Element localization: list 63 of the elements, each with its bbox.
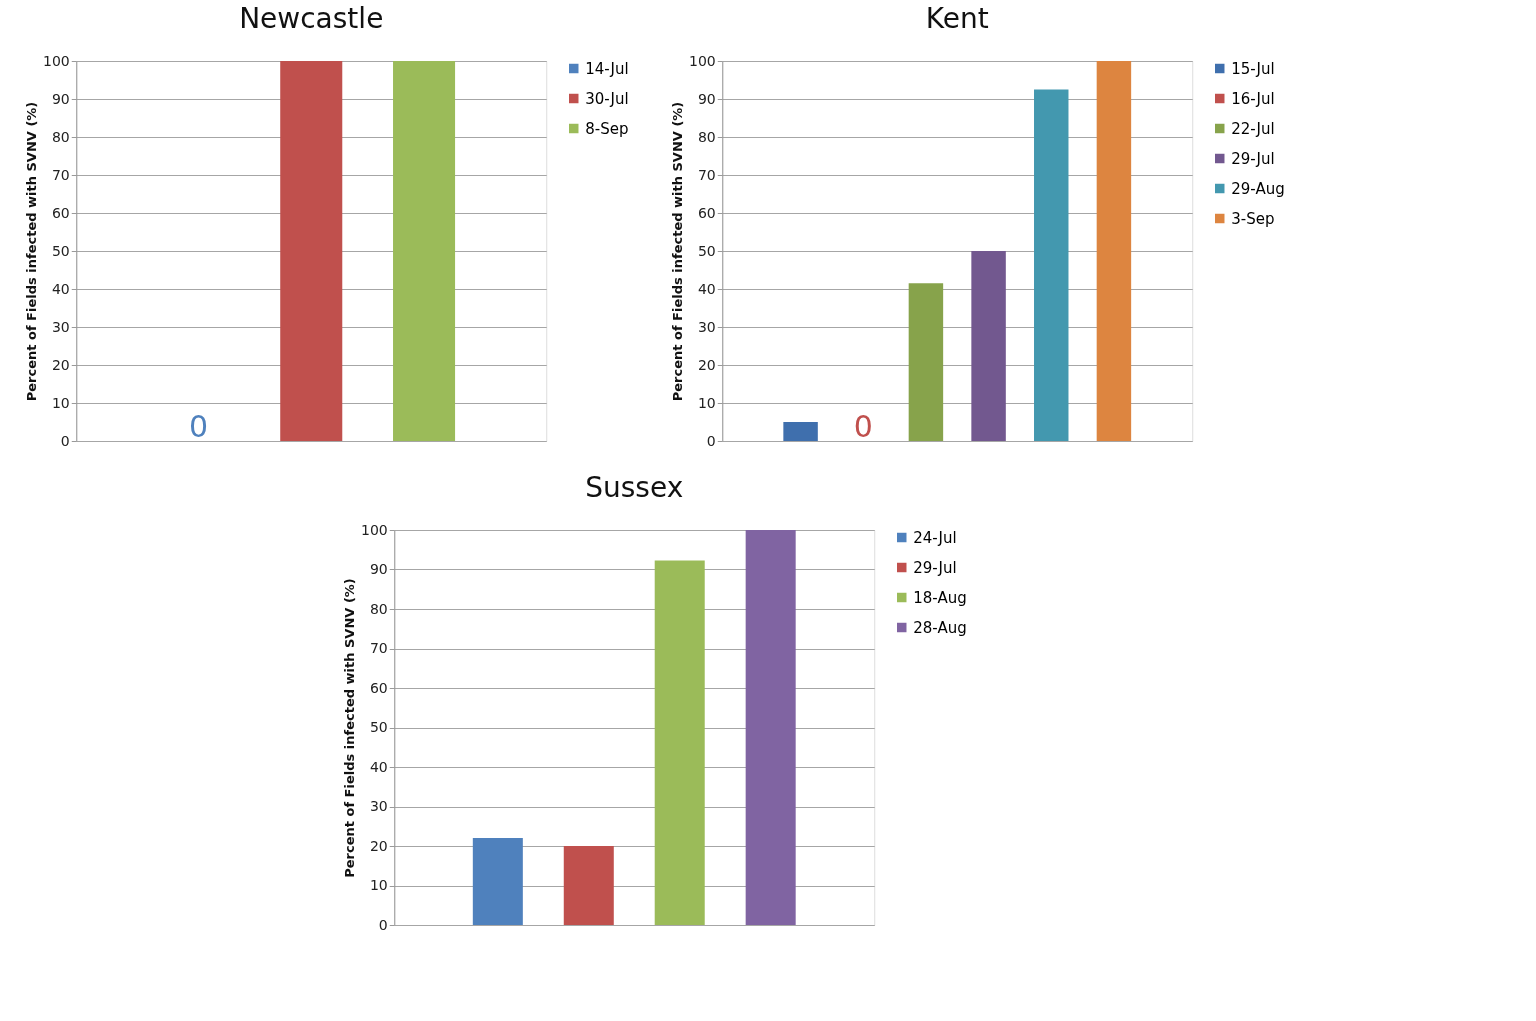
y-tick-label: 70 (51, 166, 70, 183)
y-tick-label: 0 (60, 432, 70, 449)
y-tick-label: 100 (689, 52, 716, 69)
y-tick-label: 0 (378, 916, 388, 933)
bar (908, 283, 944, 441)
y-axis-title: Percent of Fields infected with SVNV (%) (670, 101, 686, 402)
y-tick-label: 60 (369, 679, 388, 696)
bar (1034, 89, 1069, 441)
chart-title: Sussex (585, 471, 684, 504)
y-tick-label: 40 (51, 280, 70, 297)
chart-title: Kent (925, 2, 989, 35)
y-tick-label: 40 (369, 758, 388, 775)
legend-label: 29-Aug (1231, 179, 1285, 198)
bar (783, 422, 818, 441)
y-tick-label: 50 (51, 242, 70, 259)
legend-label: 24-Jul (913, 528, 957, 547)
legend-label: 18-Aug (913, 588, 967, 607)
legend-label: 16-Jul (1231, 89, 1275, 108)
y-tick-label: 40 (697, 280, 716, 297)
bar (472, 838, 523, 925)
bar (563, 846, 614, 925)
y-tick-label: 50 (369, 719, 388, 735)
y-tick-label: 60 (51, 204, 70, 221)
bar (654, 560, 705, 925)
y-tick-label: 20 (697, 356, 716, 373)
y-tick-label: 70 (369, 640, 388, 656)
legend-label: 29-Jul (913, 558, 957, 577)
chart-title: Newcastle (239, 2, 384, 35)
legend-label: 28-Aug (913, 618, 967, 637)
y-tick-label: 100 (43, 52, 70, 69)
y-tick-label: 60 (697, 204, 716, 221)
y-axis-title: Percent of Fields infected with SVNV (%) (342, 578, 358, 878)
y-tick-label: 80 (697, 128, 716, 145)
bar (745, 530, 796, 925)
y-tick-label: 90 (51, 90, 70, 107)
bar (1096, 61, 1132, 441)
y-tick-label: 20 (51, 356, 70, 373)
y-axis-title: Percent of Fields infected with SVNV (%) (24, 101, 40, 402)
y-tick-label: 30 (51, 318, 70, 335)
legend-label: 29-Jul (1231, 149, 1275, 168)
legend-label: 30-Jul (585, 89, 629, 108)
y-tick-label: 30 (369, 798, 388, 814)
y-tick-label: 100 (361, 521, 388, 538)
legend-label: 22-Jul (1231, 119, 1275, 138)
legend-label: 15-Jul (1231, 59, 1275, 78)
y-tick-label: 20 (369, 837, 388, 854)
y-tick-label: 10 (51, 394, 70, 411)
y-tick-label: 80 (51, 128, 70, 145)
y-tick-label: 90 (369, 561, 388, 577)
y-tick-label: 90 (697, 90, 716, 107)
legend-label: 3-Sep (1231, 209, 1275, 228)
y-tick-label: 30 (697, 318, 716, 335)
legend-label: 8-Sep (585, 119, 629, 138)
bar (971, 251, 1006, 441)
annotation: 0 (853, 409, 873, 444)
y-tick-label: 70 (697, 166, 716, 183)
y-tick-label: 10 (697, 394, 716, 411)
annotation: 0 (188, 409, 208, 444)
y-tick-label: 0 (706, 432, 716, 449)
y-tick-label: 50 (697, 242, 716, 259)
y-tick-label: 80 (369, 600, 388, 617)
y-tick-label: 10 (369, 877, 388, 893)
legend-label: 14-Jul (585, 59, 629, 78)
